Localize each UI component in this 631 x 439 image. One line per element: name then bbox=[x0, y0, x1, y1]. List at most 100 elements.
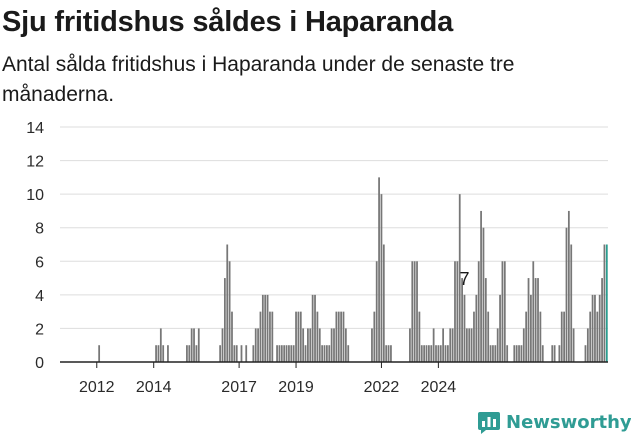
bar[interactable] bbox=[473, 311, 475, 362]
bar[interactable] bbox=[598, 294, 601, 362]
bar[interactable] bbox=[375, 261, 378, 362]
bar[interactable] bbox=[563, 311, 565, 362]
bar[interactable] bbox=[601, 278, 603, 362]
bar[interactable] bbox=[276, 345, 278, 362]
bar[interactable] bbox=[475, 294, 478, 362]
bar[interactable] bbox=[186, 345, 188, 362]
bar[interactable] bbox=[465, 328, 468, 362]
bar[interactable] bbox=[480, 210, 482, 362]
bar[interactable] bbox=[520, 345, 523, 362]
bar[interactable] bbox=[316, 311, 319, 362]
bar[interactable] bbox=[288, 345, 290, 362]
bar[interactable] bbox=[489, 345, 492, 362]
bar[interactable] bbox=[584, 345, 587, 362]
bar[interactable] bbox=[266, 294, 269, 362]
bar[interactable] bbox=[197, 328, 200, 362]
bar[interactable] bbox=[340, 311, 343, 362]
bar[interactable] bbox=[525, 311, 528, 362]
bar[interactable] bbox=[283, 345, 286, 362]
bar[interactable] bbox=[295, 311, 297, 362]
bar[interactable] bbox=[221, 328, 224, 362]
bar[interactable] bbox=[596, 311, 599, 362]
bar[interactable] bbox=[446, 345, 449, 362]
bar[interactable] bbox=[418, 311, 421, 362]
bar[interactable] bbox=[423, 345, 426, 362]
bar[interactable] bbox=[409, 328, 411, 362]
bar[interactable] bbox=[539, 311, 542, 362]
bar[interactable] bbox=[271, 311, 274, 362]
bar[interactable] bbox=[280, 345, 283, 362]
bar[interactable] bbox=[518, 345, 520, 362]
bar[interactable] bbox=[570, 244, 573, 363]
bar[interactable] bbox=[482, 227, 485, 362]
bar[interactable] bbox=[503, 261, 506, 362]
bar[interactable] bbox=[591, 294, 594, 362]
bar[interactable] bbox=[428, 345, 430, 362]
bar[interactable] bbox=[307, 328, 309, 362]
bar[interactable] bbox=[290, 345, 293, 362]
bar[interactable] bbox=[530, 294, 532, 362]
bar[interactable] bbox=[425, 345, 428, 362]
bar[interactable] bbox=[330, 328, 333, 362]
bar[interactable] bbox=[325, 345, 328, 362]
bar[interactable] bbox=[157, 345, 160, 362]
bar[interactable] bbox=[333, 328, 335, 362]
bar[interactable] bbox=[314, 294, 316, 362]
bar[interactable] bbox=[309, 328, 312, 362]
bar[interactable] bbox=[159, 328, 162, 362]
bar[interactable] bbox=[522, 328, 525, 362]
bar[interactable] bbox=[321, 345, 324, 362]
bar[interactable] bbox=[534, 278, 537, 362]
bar[interactable] bbox=[297, 311, 300, 362]
bar[interactable] bbox=[449, 328, 452, 362]
bar[interactable] bbox=[373, 311, 376, 362]
bar[interactable] bbox=[541, 345, 544, 362]
bar[interactable] bbox=[257, 328, 259, 362]
bar[interactable] bbox=[390, 345, 392, 362]
bar[interactable] bbox=[430, 345, 433, 362]
bar[interactable] bbox=[337, 311, 340, 362]
bar[interactable] bbox=[589, 311, 592, 362]
bar[interactable] bbox=[463, 294, 466, 362]
bar[interactable] bbox=[311, 294, 314, 362]
bar[interactable] bbox=[572, 328, 575, 362]
bar[interactable] bbox=[477, 261, 480, 362]
bar[interactable] bbox=[318, 328, 321, 362]
bar[interactable] bbox=[304, 345, 307, 362]
bar[interactable] bbox=[278, 345, 281, 362]
bar[interactable] bbox=[380, 194, 383, 362]
bar[interactable] bbox=[468, 328, 471, 362]
bar[interactable] bbox=[264, 294, 267, 362]
bar[interactable] bbox=[344, 328, 347, 362]
bar[interactable] bbox=[416, 261, 418, 362]
bar[interactable] bbox=[501, 261, 504, 362]
bar[interactable] bbox=[492, 345, 494, 362]
bar[interactable] bbox=[378, 177, 380, 362]
bar[interactable] bbox=[323, 345, 326, 362]
bar[interactable] bbox=[98, 345, 101, 362]
bar[interactable] bbox=[261, 294, 264, 362]
bar[interactable] bbox=[532, 261, 535, 362]
bar[interactable] bbox=[228, 261, 231, 362]
bar[interactable] bbox=[162, 345, 165, 362]
bar[interactable] bbox=[560, 311, 563, 362]
bar[interactable] bbox=[454, 261, 456, 362]
bar[interactable] bbox=[411, 261, 414, 362]
bar[interactable] bbox=[513, 345, 516, 362]
bar[interactable] bbox=[494, 345, 497, 362]
bar[interactable] bbox=[567, 210, 570, 362]
bar[interactable] bbox=[223, 278, 226, 362]
bar[interactable] bbox=[442, 328, 445, 362]
bar[interactable] bbox=[299, 311, 302, 362]
bar[interactable] bbox=[420, 345, 423, 362]
bar[interactable] bbox=[254, 328, 257, 362]
bar[interactable] bbox=[487, 311, 490, 362]
bar[interactable] bbox=[292, 345, 295, 362]
bar[interactable] bbox=[586, 328, 589, 362]
bar[interactable] bbox=[565, 227, 568, 362]
bar[interactable] bbox=[527, 278, 530, 362]
bar[interactable] bbox=[387, 345, 390, 362]
bar[interactable] bbox=[484, 278, 487, 362]
bar[interactable] bbox=[451, 328, 454, 362]
bar[interactable] bbox=[382, 244, 385, 363]
